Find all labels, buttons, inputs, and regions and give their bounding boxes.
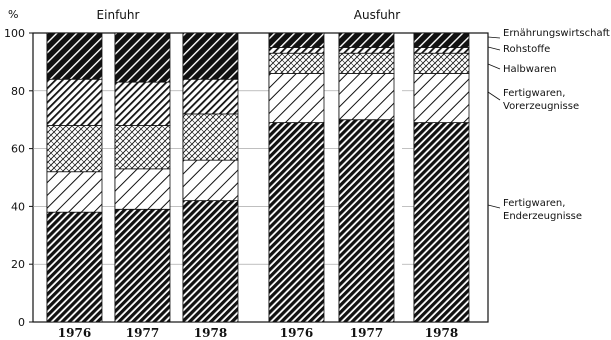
y-tick-label: 0	[18, 316, 25, 329]
bar-segment	[46, 211, 103, 323]
bar-segment	[46, 32, 103, 80]
bar-layer	[46, 32, 470, 323]
bar-segment	[338, 47, 395, 54]
bar-segment	[268, 73, 325, 123]
bar-segment	[268, 52, 325, 74]
y-unit-label: %	[8, 8, 18, 21]
legend-leader-line	[487, 63, 501, 70]
y-tick-label: 20	[11, 258, 25, 271]
bar-segment	[46, 125, 103, 173]
bar-segment	[268, 32, 325, 48]
bar-segment	[114, 168, 171, 210]
legend-leader-line	[487, 46, 501, 51]
bar-segment	[338, 32, 395, 48]
x-tick-label: 1977	[350, 326, 383, 340]
x-tick-label: 1977	[126, 326, 159, 340]
legend-entry: Fertigwaren, Enderzeugnisse	[503, 198, 582, 222]
bar-segment	[46, 171, 103, 213]
bar-segment	[338, 119, 395, 323]
bar-segment	[182, 113, 239, 161]
bar-segment	[413, 122, 470, 323]
bar-segment	[268, 122, 325, 323]
bar-segment	[268, 47, 325, 54]
bar-segment	[114, 32, 171, 83]
bar-segment	[46, 78, 103, 126]
legend-entry: Fertigwaren, Vorerzeugnisse	[503, 88, 579, 112]
bar-segment	[338, 73, 395, 121]
legend-entry: Ernährungswirtschaft	[503, 28, 610, 39]
x-tick-label: 1976	[280, 326, 313, 340]
legend-layer: Ernährungswirtschaft Rohstoffe Halbwaren Fe…	[487, 28, 610, 222]
bar-segment	[413, 47, 470, 54]
bar-segment	[114, 208, 171, 323]
legend-entry: Rohstoffe	[503, 44, 550, 55]
y-tick-label: 80	[11, 85, 25, 98]
legend-entry: Halbwaren	[503, 64, 556, 75]
plot-frame	[32, 32, 489, 323]
group-label: Ausfuhr	[354, 8, 401, 22]
bar-segment	[114, 81, 171, 126]
legend-leader-line	[487, 36, 501, 39]
y-tick-label: 40	[11, 200, 25, 213]
legend-leader-line	[487, 204, 501, 209]
bar-segment	[413, 73, 470, 123]
y-tick-label: 100	[4, 27, 25, 40]
group-label: Einfuhr	[97, 8, 140, 22]
bar-segment	[338, 52, 395, 74]
x-tick-label: 1978	[425, 326, 458, 340]
bar-segment	[413, 52, 470, 74]
bar-segment	[182, 200, 239, 323]
x-tick-label: 1976	[58, 326, 91, 340]
x-tick-label: 1978	[194, 326, 227, 340]
bar-segment	[413, 32, 470, 48]
bar-segment	[182, 159, 239, 202]
legend-leader-line	[487, 91, 501, 101]
bar-segment	[182, 32, 239, 80]
label-layer: % 0 20 40 60 80 100 1976 1977 1978 1976 1977 1978 Ein…	[4, 8, 458, 340]
y-tick-label: 60	[11, 143, 25, 156]
bar-segment	[182, 78, 239, 115]
bar-segment	[114, 125, 171, 170]
